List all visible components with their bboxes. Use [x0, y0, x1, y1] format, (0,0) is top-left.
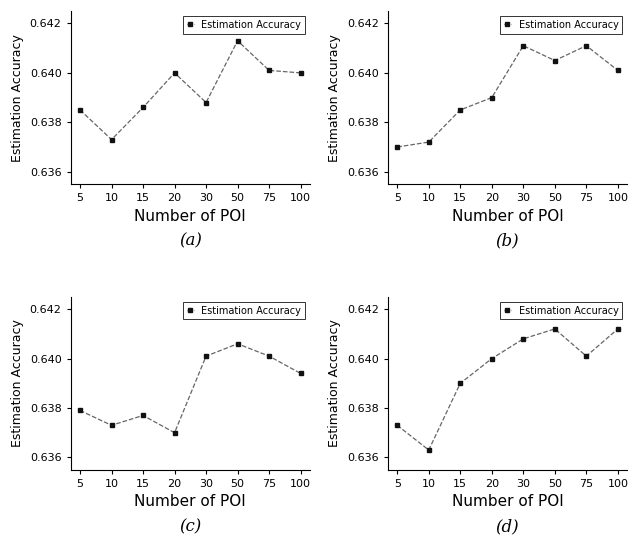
Estimation Accuracy: [297, 370, 305, 377]
Estimation Accuracy: [108, 136, 115, 143]
Estimation Accuracy: [394, 144, 401, 150]
Estimation Accuracy: [456, 107, 464, 113]
X-axis label: Number of POI: Number of POI: [452, 495, 563, 509]
Y-axis label: Estimation Accuracy: Estimation Accuracy: [328, 34, 341, 162]
Estimation Accuracy: [171, 429, 179, 436]
Legend: Estimation Accuracy: Estimation Accuracy: [500, 16, 623, 34]
Estimation Accuracy: [488, 94, 495, 101]
Line: Estimation Accuracy: Estimation Accuracy: [77, 38, 303, 142]
Estimation Accuracy: [582, 43, 590, 49]
Estimation Accuracy: [425, 447, 433, 453]
Legend: Estimation Accuracy: Estimation Accuracy: [500, 302, 623, 320]
Estimation Accuracy: [265, 67, 273, 74]
X-axis label: Number of POI: Number of POI: [134, 209, 246, 224]
Estimation Accuracy: [488, 355, 495, 362]
Estimation Accuracy: [520, 336, 527, 342]
Line: Estimation Accuracy: Estimation Accuracy: [395, 327, 620, 453]
Y-axis label: Estimation Accuracy: Estimation Accuracy: [11, 34, 24, 162]
Estimation Accuracy: [108, 422, 115, 429]
Legend: Estimation Accuracy: Estimation Accuracy: [183, 302, 305, 320]
Estimation Accuracy: [520, 43, 527, 49]
Estimation Accuracy: [297, 70, 305, 76]
Estimation Accuracy: [76, 407, 84, 414]
Estimation Accuracy: [171, 70, 179, 76]
Estimation Accuracy: [140, 412, 147, 419]
Estimation Accuracy: [614, 326, 621, 332]
Estimation Accuracy: [582, 353, 590, 359]
Estimation Accuracy: [456, 380, 464, 386]
Estimation Accuracy: [265, 353, 273, 359]
Estimation Accuracy: [614, 67, 621, 74]
Y-axis label: Estimation Accuracy: Estimation Accuracy: [328, 320, 341, 447]
X-axis label: Number of POI: Number of POI: [452, 209, 563, 224]
Estimation Accuracy: [202, 99, 210, 106]
Text: (c): (c): [179, 518, 202, 535]
Line: Estimation Accuracy: Estimation Accuracy: [395, 43, 620, 150]
Legend: Estimation Accuracy: Estimation Accuracy: [183, 16, 305, 34]
Estimation Accuracy: [76, 107, 84, 113]
Text: (b): (b): [496, 232, 519, 250]
Estimation Accuracy: [551, 57, 559, 64]
X-axis label: Number of POI: Number of POI: [134, 495, 246, 509]
Estimation Accuracy: [394, 422, 401, 429]
Estimation Accuracy: [551, 326, 559, 332]
Estimation Accuracy: [234, 341, 241, 347]
Text: (d): (d): [496, 518, 519, 535]
Y-axis label: Estimation Accuracy: Estimation Accuracy: [11, 320, 24, 447]
Estimation Accuracy: [425, 139, 433, 145]
Line: Estimation Accuracy: Estimation Accuracy: [77, 341, 303, 435]
Estimation Accuracy: [202, 353, 210, 359]
Estimation Accuracy: [140, 104, 147, 111]
Estimation Accuracy: [234, 38, 241, 44]
Text: (a): (a): [179, 232, 202, 250]
